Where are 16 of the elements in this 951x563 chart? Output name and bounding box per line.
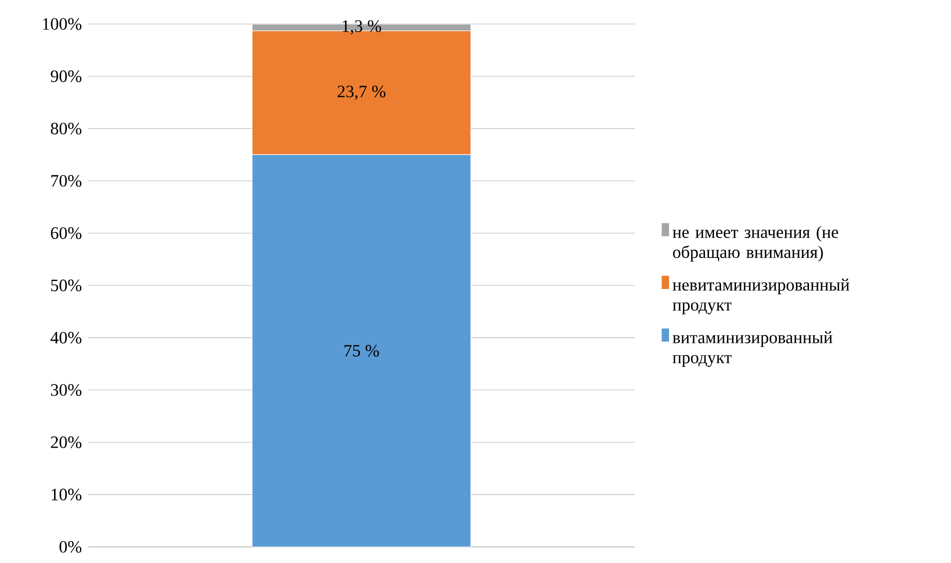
data-label: 23,7 %: [338, 86, 386, 100]
y-tick-label: 80%: [50, 122, 82, 135]
y-tick-label: 20%: [50, 436, 82, 448]
y-tick-label: 0%: [60, 541, 82, 553]
y-tick-label: 30%: [51, 384, 82, 396]
data-label: 75 %: [344, 344, 379, 357]
legend-label: витаминизированный продукт: [672, 331, 832, 367]
data-label: 1,3 %: [342, 20, 382, 35]
y-tick-label: 100%: [43, 18, 82, 30]
y-tick-label: 40%: [50, 332, 82, 344]
y-tick-label: 60%: [50, 227, 82, 240]
legend-label: не имеет значения (не обращаю внимания): [672, 226, 838, 262]
y-tick-label: 10%: [52, 488, 82, 501]
y-tick-label: 90%: [50, 70, 82, 82]
y-tick-label: 50%: [51, 280, 82, 292]
y-tick-label: 70%: [51, 175, 82, 187]
